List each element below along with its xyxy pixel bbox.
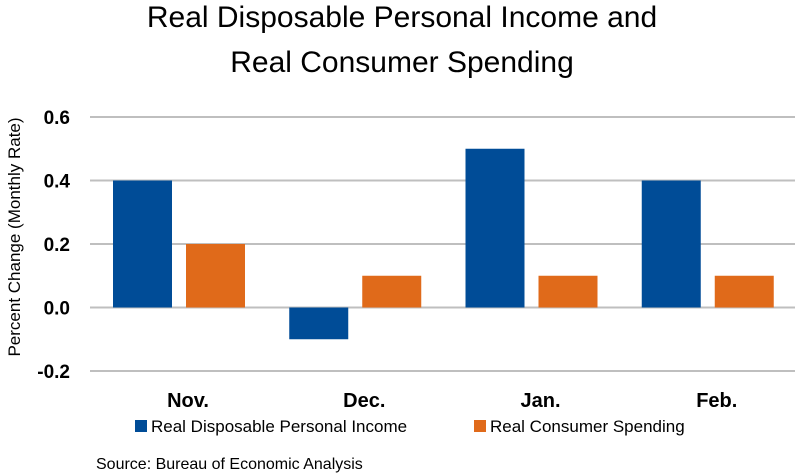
- bar-spending-2: [538, 275, 598, 308]
- legend-swatch-income: [135, 420, 147, 432]
- chart-title-line-1: Real Disposable Personal Income and: [147, 1, 657, 34]
- legend: Real Disposable Personal Income Real Con…: [135, 417, 685, 436]
- y-axis-ticks: -0.2 0.0 0.2 0.4 0.6: [37, 108, 70, 383]
- y-tick-label: 0.6: [44, 108, 70, 129]
- bar-spending-3: [714, 275, 774, 308]
- source-note: Source: Bureau of Economic Analysis: [96, 456, 363, 473]
- y-tick-label: -0.2: [37, 362, 70, 383]
- bar-spending-1: [362, 275, 422, 308]
- bar-income-0: [113, 180, 172, 308]
- bar-income-3: [641, 180, 701, 308]
- y-tick-label: 0.2: [44, 235, 70, 256]
- bar-income-2: [465, 148, 525, 308]
- x-tick-label: Jan.: [520, 390, 560, 412]
- y-tick-label: 0.4: [44, 172, 71, 193]
- x-tick-label: Nov.: [167, 390, 209, 412]
- x-tick-label: Dec.: [343, 390, 385, 412]
- legend-swatch-spending: [474, 420, 486, 432]
- bars: [113, 148, 774, 340]
- x-axis-ticks: Nov. Dec. Jan. Feb.: [167, 390, 737, 412]
- y-axis-label: Percent Change (Monthly Rate): [5, 117, 24, 356]
- x-tick-label: Feb.: [696, 390, 737, 412]
- legend-label-income: Real Disposable Personal Income: [151, 417, 407, 436]
- y-tick-label: 0.0: [44, 299, 70, 320]
- bar-income-1: [289, 307, 349, 340]
- chart-title-line-2: Real Consumer Spending: [230, 46, 574, 79]
- bar-spending-0: [186, 244, 245, 308]
- legend-label-spending: Real Consumer Spending: [490, 417, 685, 436]
